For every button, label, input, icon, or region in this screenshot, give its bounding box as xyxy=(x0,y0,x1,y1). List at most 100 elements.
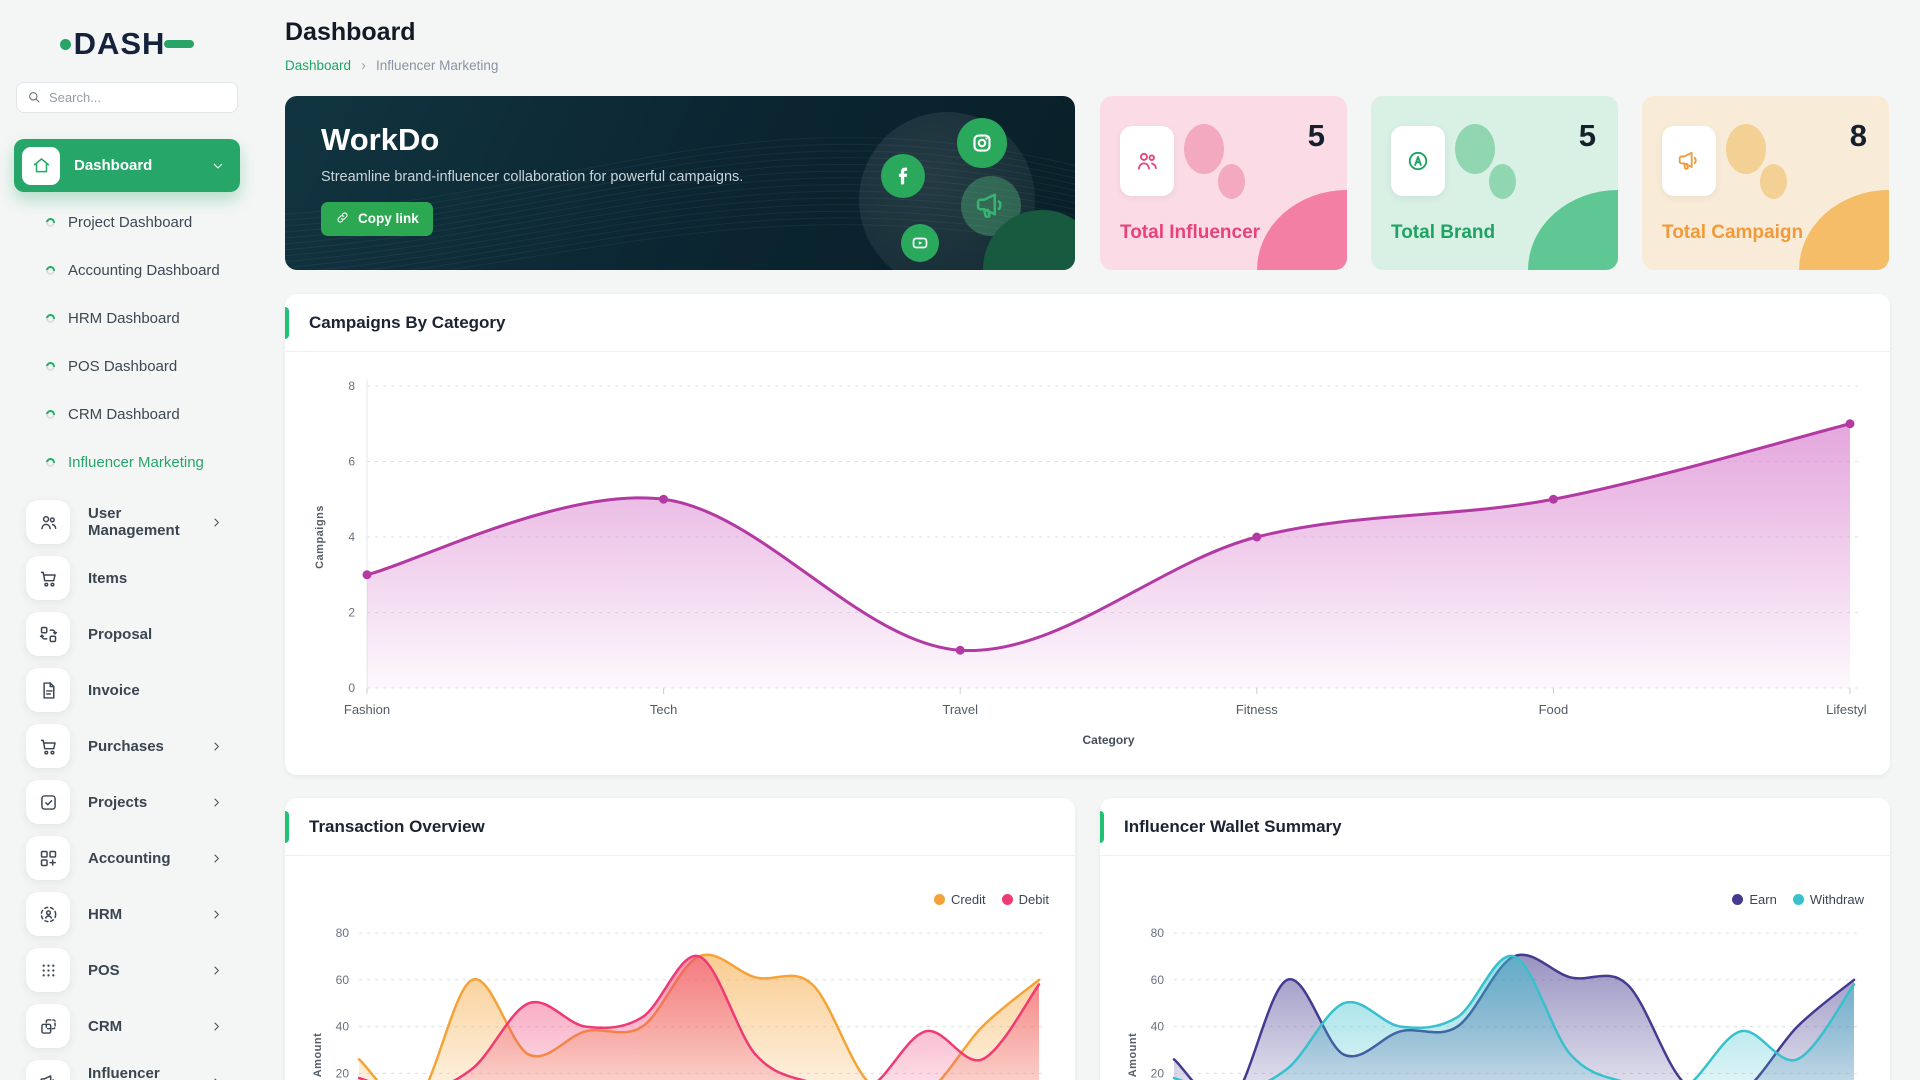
decorative-blob xyxy=(1489,164,1516,199)
svg-text:60: 60 xyxy=(336,973,350,987)
svg-text:4: 4 xyxy=(348,530,355,544)
chart-legend: Credit Debit xyxy=(285,856,1075,909)
sidebar-subitem-pos-dashboard[interactable]: POS Dashboard xyxy=(0,342,254,390)
sidebar-item-influencer-marketing[interactable]: Influencer Marketing xyxy=(0,1054,254,1080)
workdo-banner: WorkDo Streamline brand-influencer colla… xyxy=(285,96,1075,270)
stat-megaphone-icon xyxy=(1662,126,1716,196)
sidebar-item-hrm[interactable]: HRM xyxy=(0,886,254,942)
sidebar-item-purchases[interactable]: Purchases xyxy=(0,718,254,774)
breadcrumb: Dashboard › Influencer Marketing xyxy=(285,57,1890,74)
legend-item-credit[interactable]: Credit xyxy=(933,892,986,907)
sidebar-item-label: Projects xyxy=(88,793,148,811)
home-icon xyxy=(22,146,60,185)
sidebar-item-label: Influencer Marketing xyxy=(88,1065,160,1080)
card-title: Campaigns By Category xyxy=(309,312,506,332)
sidebar-item-accounting[interactable]: Accounting xyxy=(0,830,254,886)
svg-text:80: 80 xyxy=(1151,926,1165,940)
transaction-overview-card: Transaction Overview Credit Debit 80 60 40 2… xyxy=(285,798,1075,1080)
decorative-blob xyxy=(1760,164,1787,199)
top-row: WorkDo Streamline brand-influencer colla… xyxy=(285,96,1890,270)
svg-text:8: 8 xyxy=(348,379,355,393)
legend-color-chip xyxy=(1732,894,1744,905)
transaction-chart: 806040200Amount xyxy=(312,926,1045,1080)
sidebar-subitem-project-dashboard[interactable]: Project Dashboard xyxy=(0,198,254,246)
corner-quarter-circle xyxy=(1799,190,1889,270)
svg-text:Amount: Amount xyxy=(312,1033,324,1078)
svg-text:60: 60 xyxy=(1151,973,1165,987)
campaigns-by-category-card: Campaigns By Category 8 6 4 2 0 Fashion Tech Tr… xyxy=(285,294,1890,775)
dots-grid-icon xyxy=(26,948,70,992)
cart-icon xyxy=(26,556,70,600)
svg-text:Lifestyle: Lifestyle xyxy=(1826,702,1866,717)
sidebar-subitem-hrm-dashboard[interactable]: HRM Dashboard xyxy=(0,294,254,342)
card-title: Transaction Overview xyxy=(309,816,485,836)
stat-label: Total Brand xyxy=(1391,222,1496,243)
stat-label: Total Campaign xyxy=(1662,222,1804,243)
bullet-ring-icon xyxy=(44,215,57,229)
sidebar-item-dashboard[interactable]: Dashboard xyxy=(14,139,240,192)
sidebar-item-projects[interactable]: Projects xyxy=(0,774,254,830)
legend-item-withdraw[interactable]: Withdraw xyxy=(1792,892,1864,907)
svg-text:Category: Category xyxy=(1082,733,1134,747)
sidebar-item-label: Proposal xyxy=(88,625,153,643)
chevron-right-icon xyxy=(209,739,224,754)
sidebar-subitem-influencer-marketing[interactable]: Influencer Marketing xyxy=(0,438,254,486)
chart-legend: Earn Withdraw xyxy=(1100,856,1890,909)
sidebar-subitem-label: POS Dashboard xyxy=(68,357,178,375)
dashboard-submenu: Project Dashboard Accounting Dashboard HRM… xyxy=(0,198,254,486)
campaigns-chart-area: 8 6 4 2 0 Fashion Tech Travel Fitness Food Lifesty… xyxy=(285,352,1890,775)
sidebar-item-crm[interactable]: CRM xyxy=(0,998,254,1054)
sidebar-item-label: CRM xyxy=(88,1017,123,1035)
svg-text:20: 20 xyxy=(1151,1066,1165,1080)
breadcrumb-current: Influencer Marketing xyxy=(376,58,499,73)
stat-value: 8 xyxy=(1849,118,1867,153)
svg-text:20: 20 xyxy=(336,1066,350,1080)
chevron-right-icon xyxy=(209,851,224,866)
sidebar-item-items[interactable]: Items xyxy=(0,550,254,606)
sidebar-item-proposal[interactable]: Proposal xyxy=(0,606,254,662)
svg-text:2: 2 xyxy=(348,606,355,620)
sidebar-item-user-management[interactable]: User Management xyxy=(0,494,254,550)
legend-item-earn[interactable]: Earn xyxy=(1732,892,1777,907)
decorative-blob xyxy=(1726,124,1766,174)
decorative-blob xyxy=(1218,164,1245,199)
legend-item-debit[interactable]: Debit xyxy=(1001,892,1049,907)
svg-text:40: 40 xyxy=(336,1020,350,1034)
svg-text:Tech: Tech xyxy=(650,702,677,717)
sidebar-subitem-crm-dashboard[interactable]: CRM Dashboard xyxy=(0,390,254,438)
sidebar-item-label: Accounting xyxy=(88,849,171,867)
sidebar-item-label: Items xyxy=(88,569,128,587)
breadcrumb-home-link[interactable]: Dashboard xyxy=(285,58,352,73)
wallet-chart-area: 806040200Amount xyxy=(1100,909,1890,1080)
stat-value: 5 xyxy=(1578,118,1596,153)
svg-text:Amount: Amount xyxy=(1127,1033,1139,1078)
app-logo[interactable]: DASH xyxy=(0,26,254,62)
sidebar-item-invoice[interactable]: Invoice xyxy=(0,662,254,718)
users-icon xyxy=(26,500,70,544)
copy-link-label: Copy link xyxy=(358,211,419,227)
search-icon xyxy=(26,89,42,110)
sidebar-subitem-accounting-dashboard[interactable]: Accounting Dashboard xyxy=(0,246,254,294)
banner-title: WorkDo xyxy=(321,122,440,157)
sidebar-subitem-label: HRM Dashboard xyxy=(68,309,180,327)
svg-text:0: 0 xyxy=(348,681,355,695)
link-icon xyxy=(335,210,350,228)
stat-value: 5 xyxy=(1307,118,1325,153)
legend-label: Credit xyxy=(950,892,986,907)
sidebar-item-pos[interactable]: POS xyxy=(0,942,254,998)
sidebar-item-label: Purchases xyxy=(88,737,164,755)
stat-users-icon xyxy=(1120,126,1174,196)
legend-label: Earn xyxy=(1749,892,1777,907)
sidebar-item-label: Dashboard xyxy=(74,157,153,174)
transaction-chart-area: 806040200Amount xyxy=(285,909,1075,1080)
chevron-down-icon xyxy=(210,158,226,174)
proposal-icon xyxy=(26,612,70,656)
copy-link-button[interactable]: Copy link xyxy=(321,201,433,236)
chevron-right-icon xyxy=(209,795,224,810)
chevron-right-icon xyxy=(209,963,224,978)
bullet-ring-icon xyxy=(44,263,57,277)
search-input[interactable] xyxy=(16,82,238,113)
svg-text:Campaigns: Campaigns xyxy=(314,505,326,569)
instagram-icon xyxy=(957,118,1007,168)
megaphone-icon xyxy=(26,1060,70,1080)
